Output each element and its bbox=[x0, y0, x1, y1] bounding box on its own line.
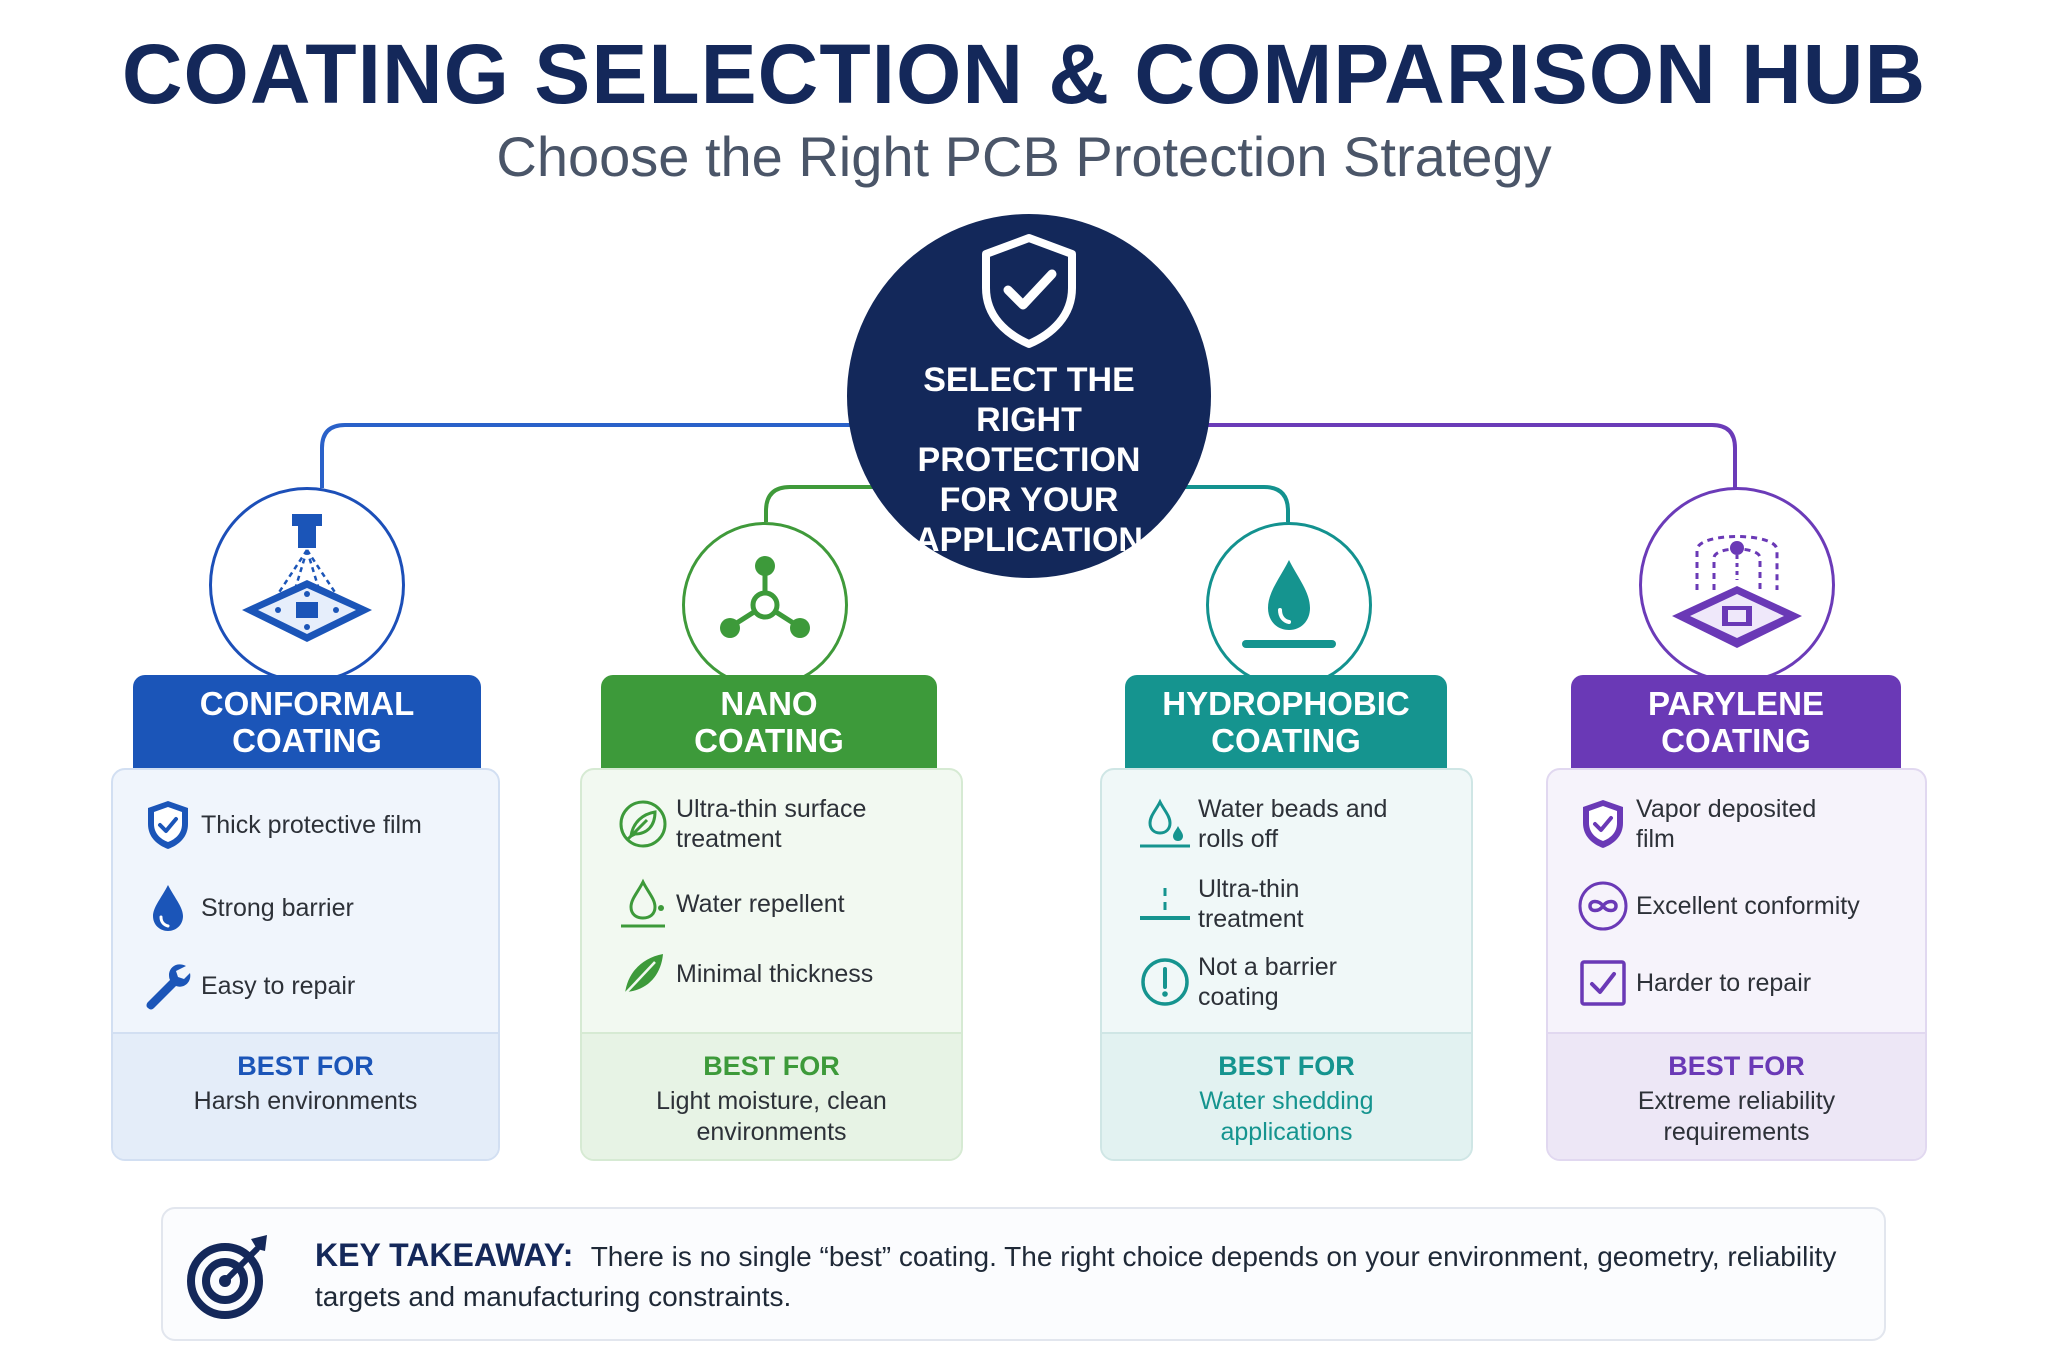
connector-hydrophobic bbox=[1170, 485, 1290, 522]
best-for-section: BEST FOR Extreme reliability requirement… bbox=[1548, 1032, 1925, 1159]
infinity-circle-icon bbox=[1578, 881, 1628, 931]
nano-coating-icon-circle bbox=[682, 522, 848, 688]
feature-text: Water repellent bbox=[676, 890, 845, 918]
water-drop-surface-icon bbox=[1242, 560, 1336, 648]
feature-text: Vapor deposited film bbox=[1636, 795, 1817, 853]
card-header-parylene: PARYLENE COATING bbox=[1571, 675, 1901, 768]
card-title-line2: COATING bbox=[1211, 721, 1361, 759]
card-header-nano: NANO COATING bbox=[601, 675, 937, 768]
takeaway-label: KEY TAKEAWAY: bbox=[315, 1237, 574, 1273]
feather-icon bbox=[622, 954, 663, 997]
connector-parylene bbox=[1198, 423, 1737, 488]
molecule-icon bbox=[720, 556, 810, 638]
water-beads-icon bbox=[1140, 798, 1190, 848]
feature-item: Vapor deposited film bbox=[1548, 794, 1925, 854]
feature-text: Minimal thickness bbox=[676, 960, 874, 988]
takeaway-text: There is no single “best” coating. The r… bbox=[315, 1241, 1837, 1312]
feature-item: Harder to repair bbox=[1548, 958, 1925, 1008]
feature-text: Ultra-thin surface treatment bbox=[676, 795, 867, 853]
feature-text: Ultra-thin treatment bbox=[1198, 875, 1304, 933]
card-title-line2: COATING bbox=[232, 721, 382, 759]
feature-text: Not a barrier coating bbox=[1198, 953, 1337, 1011]
feature-text: Strong barrier bbox=[201, 894, 354, 922]
card-header-hydrophobic: HYDROPHOBIC COATING bbox=[1125, 675, 1447, 768]
best-for-section: BEST FOR Light moisture, clean environme… bbox=[582, 1032, 961, 1159]
best-for-label: BEST FOR bbox=[1218, 1051, 1355, 1081]
feature-item: Excellent conformity bbox=[1548, 880, 1925, 932]
card-hydrophobic: Water beads and rolls off Ultra-thin tre… bbox=[1100, 768, 1473, 1161]
shield-check-icon bbox=[148, 801, 188, 849]
page-title: COATING SELECTION & COMPARISON HUB bbox=[121, 27, 1927, 121]
card-parylene: Vapor deposited film Excellent conformit… bbox=[1546, 768, 1927, 1161]
card-title-line1: CONFORMAL bbox=[199, 684, 415, 722]
card-title-line2: COATING bbox=[1661, 721, 1811, 759]
card-conformal: Thick protective film Strong barrier Eas… bbox=[111, 768, 500, 1161]
card-title-line1: HYDROPHOBIC bbox=[1162, 684, 1410, 722]
wrench-icon bbox=[146, 964, 191, 1010]
feature-text: Harder to repair bbox=[1636, 969, 1812, 997]
feature-item: Strong barrier bbox=[113, 882, 498, 934]
parylene-coating-icon-circle bbox=[1639, 487, 1835, 683]
connector-conformal bbox=[320, 423, 860, 488]
feature-item: Not a barrier coating bbox=[1102, 952, 1471, 1012]
best-for-text: Harsh environments bbox=[193, 1087, 418, 1115]
leaf-circle-icon bbox=[619, 800, 667, 848]
feature-text: Easy to repair bbox=[201, 972, 356, 1000]
best-for-section: BEST FOR Water shedding applications bbox=[1102, 1032, 1471, 1159]
feature-item: Easy to repair bbox=[113, 960, 498, 1012]
best-for-label: BEST FOR bbox=[237, 1051, 374, 1081]
shield-check-icon bbox=[1583, 800, 1623, 848]
connector-nano bbox=[764, 485, 890, 522]
vapor-chip-icon bbox=[1672, 535, 1802, 648]
feature-text: Thick protective film bbox=[201, 811, 422, 839]
checkbox-icon bbox=[1580, 960, 1626, 1006]
feature-item: Ultra-thin surface treatment bbox=[582, 794, 961, 854]
card-title-line2: COATING bbox=[694, 721, 844, 759]
drop-on-surface-icon bbox=[621, 878, 665, 928]
key-takeaway-box: KEY TAKEAWAY: There is no single “best” … bbox=[161, 1207, 1886, 1341]
feature-item: Water beads and rolls off bbox=[1102, 794, 1471, 854]
spray-nozzle-pcb-icon bbox=[242, 514, 372, 642]
page-subtitle: Choose the Right PCB Protection Strategy bbox=[496, 125, 1552, 188]
shield-check-icon bbox=[982, 234, 1076, 348]
feature-item: Water repellent bbox=[582, 878, 961, 930]
feature-item: Ultra-thin treatment bbox=[1102, 874, 1471, 934]
hub-text: SELECT THE RIGHT PROTECTION FOR YOUR APP… bbox=[915, 361, 1143, 559]
takeaway-text-block: KEY TAKEAWAY: There is no single “best” … bbox=[315, 1235, 1855, 1317]
selection-hub: SELECT THE RIGHT PROTECTION FOR YOUR APP… bbox=[847, 214, 1211, 578]
feature-item: Thick protective film bbox=[113, 798, 498, 852]
card-title-line1: NANO bbox=[720, 684, 818, 722]
target-icon bbox=[187, 1235, 267, 1319]
thin-layer-icon bbox=[1140, 888, 1190, 920]
conformal-coating-icon-circle bbox=[209, 487, 405, 683]
card-title-line1: PARYLENE bbox=[1647, 684, 1825, 722]
feature-item: Minimal thickness bbox=[582, 948, 961, 1000]
best-for-text: Water shedding applications bbox=[1199, 1087, 1374, 1146]
feature-text: Excellent conformity bbox=[1636, 892, 1860, 920]
best-for-label: BEST FOR bbox=[1668, 1051, 1805, 1081]
best-for-text: Light moisture, clean environments bbox=[656, 1087, 887, 1146]
best-for-text: Extreme reliability requirements bbox=[1637, 1087, 1836, 1146]
best-for-section: BEST FOR Harsh environments bbox=[113, 1032, 498, 1159]
alert-circle-icon bbox=[1141, 958, 1189, 1006]
card-nano: Ultra-thin surface treatment Water repel… bbox=[580, 768, 963, 1161]
card-header-conformal: CONFORMAL COATING bbox=[133, 675, 481, 768]
feature-text: Water beads and rolls off bbox=[1198, 795, 1388, 853]
best-for-label: BEST FOR bbox=[703, 1051, 840, 1081]
water-drop-icon bbox=[153, 885, 183, 931]
hydrophobic-coating-icon-circle bbox=[1206, 522, 1372, 688]
